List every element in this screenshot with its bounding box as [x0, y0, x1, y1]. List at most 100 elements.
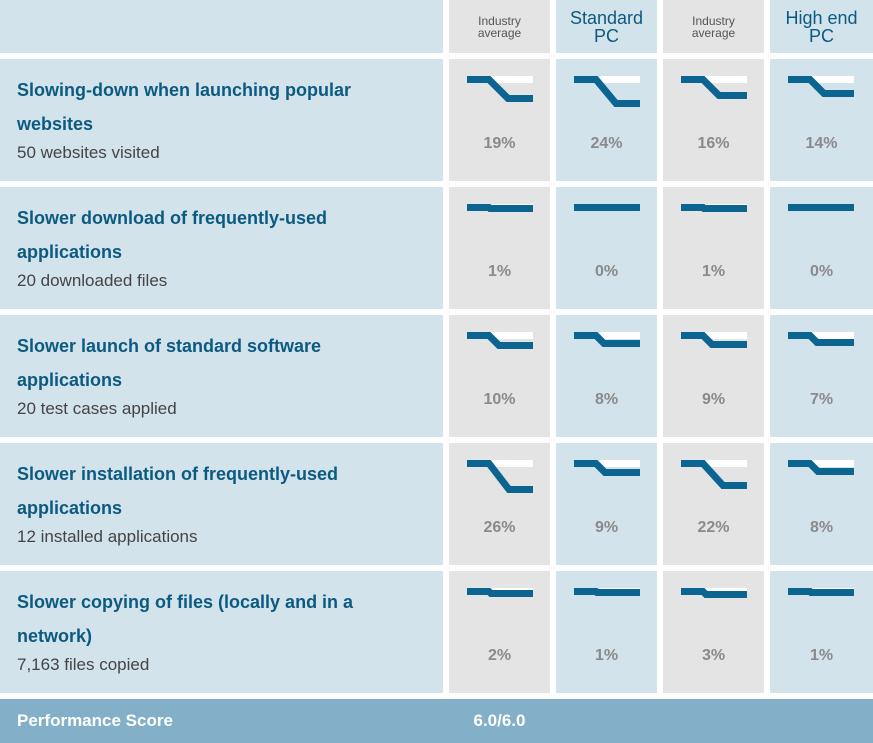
slowdown-percent: 19% — [483, 135, 516, 152]
slowdown-percent: 0% — [594, 263, 619, 280]
sparkline-line — [788, 460, 854, 475]
result-cell: 2% — [449, 571, 550, 693]
slowdown-percent: 22% — [697, 519, 730, 536]
slowdown-percent: 10% — [483, 391, 516, 408]
result-cell: 9% — [556, 443, 657, 565]
sparkline-line — [574, 76, 640, 107]
slowdown-percent: 14% — [805, 135, 838, 152]
sparkline-baseline — [596, 76, 640, 83]
row-title: Slowing-down when launching popular webs… — [17, 80, 351, 134]
slowdown-percent: 8% — [809, 519, 834, 536]
result-cell: 10% — [449, 315, 550, 437]
sparkline-baseline — [703, 460, 747, 467]
column-header: Industry average — [663, 0, 764, 53]
slowdown-percent: 0% — [809, 263, 834, 280]
sparkline-line — [574, 588, 640, 596]
row-label: Slower launch of standard software appli… — [0, 315, 443, 437]
row-label: Slower copying of files (locally and in … — [0, 571, 443, 693]
column-header-label: Industry average — [691, 13, 736, 40]
column-header: Industry average — [449, 0, 550, 53]
sparkline-line — [788, 332, 854, 346]
slowdown-percent: 1% — [701, 263, 726, 280]
result-cell: 8% — [770, 443, 873, 565]
sparkline-baseline — [489, 76, 533, 83]
slowdown-sparkline — [467, 76, 533, 102]
result-cell: 16% — [663, 59, 764, 181]
row-subtitle: 20 test cases applied — [17, 399, 177, 418]
performance-table: Industry average Standard PC Industry aver… — [0, 0, 873, 693]
slowdown-percent: 1% — [487, 263, 512, 280]
slowdown-sparkline — [788, 332, 854, 346]
result-cell: 3% — [663, 571, 764, 693]
row-label: Slower download of frequently-used appli… — [0, 187, 443, 309]
slowdown-percent: 3% — [701, 647, 726, 664]
slowdown-percent: 7% — [809, 391, 834, 408]
slowdown-sparkline — [467, 204, 533, 212]
sparkline-line — [574, 332, 640, 347]
sparkline-line — [574, 460, 640, 476]
sparkline-line — [681, 588, 747, 598]
sparkline-baseline — [489, 460, 533, 467]
slowdown-percent: 16% — [697, 135, 730, 152]
slowdown-sparkline — [788, 588, 854, 596]
slowdown-sparkline — [788, 76, 854, 97]
column-header-label: High end PC — [785, 7, 858, 46]
sparkline-line — [467, 460, 533, 493]
sparkline-line — [788, 76, 854, 97]
result-cell: 22% — [663, 443, 764, 565]
sparkline-baseline — [703, 332, 747, 339]
result-cell: 26% — [449, 443, 550, 565]
slowdown-sparkline — [574, 332, 640, 347]
sparkline-line — [467, 76, 533, 102]
result-cell: 1% — [556, 571, 657, 693]
column-header: Standard PC — [556, 0, 657, 53]
performance-score-label: Performance Score — [17, 711, 173, 730]
result-cell: 8% — [556, 315, 657, 437]
row-title: Slower installation of frequently-used a… — [17, 464, 339, 518]
row-title: Slower launch of standard software appli… — [17, 336, 322, 390]
slowdown-sparkline — [681, 460, 747, 489]
slowdown-sparkline — [467, 460, 533, 493]
sparkline-line — [467, 588, 533, 597]
performance-score-value: 6.0/6.0 — [473, 711, 526, 730]
column-header: High end PC — [770, 0, 873, 53]
slowdown-percent: 8% — [594, 391, 619, 408]
slowdown-sparkline — [574, 76, 640, 107]
slowdown-sparkline — [574, 460, 640, 476]
sparkline-baseline — [703, 76, 747, 83]
result-cell: 19% — [449, 59, 550, 181]
sparkline-line — [467, 204, 533, 212]
slowdown-sparkline — [467, 332, 533, 349]
sparkline-line — [681, 332, 747, 348]
slowdown-sparkline — [788, 460, 854, 475]
slowdown-percent: 24% — [590, 135, 623, 152]
slowdown-sparkline — [681, 588, 747, 598]
slowdown-sparkline — [681, 76, 747, 99]
result-cell: 1% — [663, 187, 764, 309]
result-cell: 0% — [770, 187, 873, 309]
result-cell: 1% — [449, 187, 550, 309]
row-label: Slowing-down when launching popular webs… — [0, 59, 443, 181]
row-title: Slower download of frequently-used appli… — [17, 208, 328, 262]
header-blank — [0, 0, 443, 53]
sparkline-line — [681, 460, 747, 489]
sparkline-baseline — [489, 332, 533, 339]
slowdown-sparkline — [467, 588, 533, 597]
slowdown-sparkline — [574, 588, 640, 596]
slowdown-sparkline — [681, 204, 747, 212]
slowdown-percent: 9% — [594, 519, 619, 536]
slowdown-sparkline — [788, 204, 854, 211]
slowdown-percent: 26% — [483, 519, 516, 536]
row-title: Slower copying of files (locally and in … — [17, 592, 354, 646]
result-cell: 9% — [663, 315, 764, 437]
sparkline-line — [681, 76, 747, 99]
slowdown-sparkline — [574, 204, 640, 211]
slowdown-percent: 2% — [487, 647, 512, 664]
result-cell: 1% — [770, 571, 873, 693]
result-cell: 0% — [556, 187, 657, 309]
column-header-label: Industry average — [477, 13, 522, 40]
sparkline-baseline — [810, 332, 854, 339]
sparkline-baseline — [596, 332, 640, 339]
sparkline-baseline — [596, 460, 640, 467]
row-subtitle: 20 downloaded files — [17, 271, 168, 290]
